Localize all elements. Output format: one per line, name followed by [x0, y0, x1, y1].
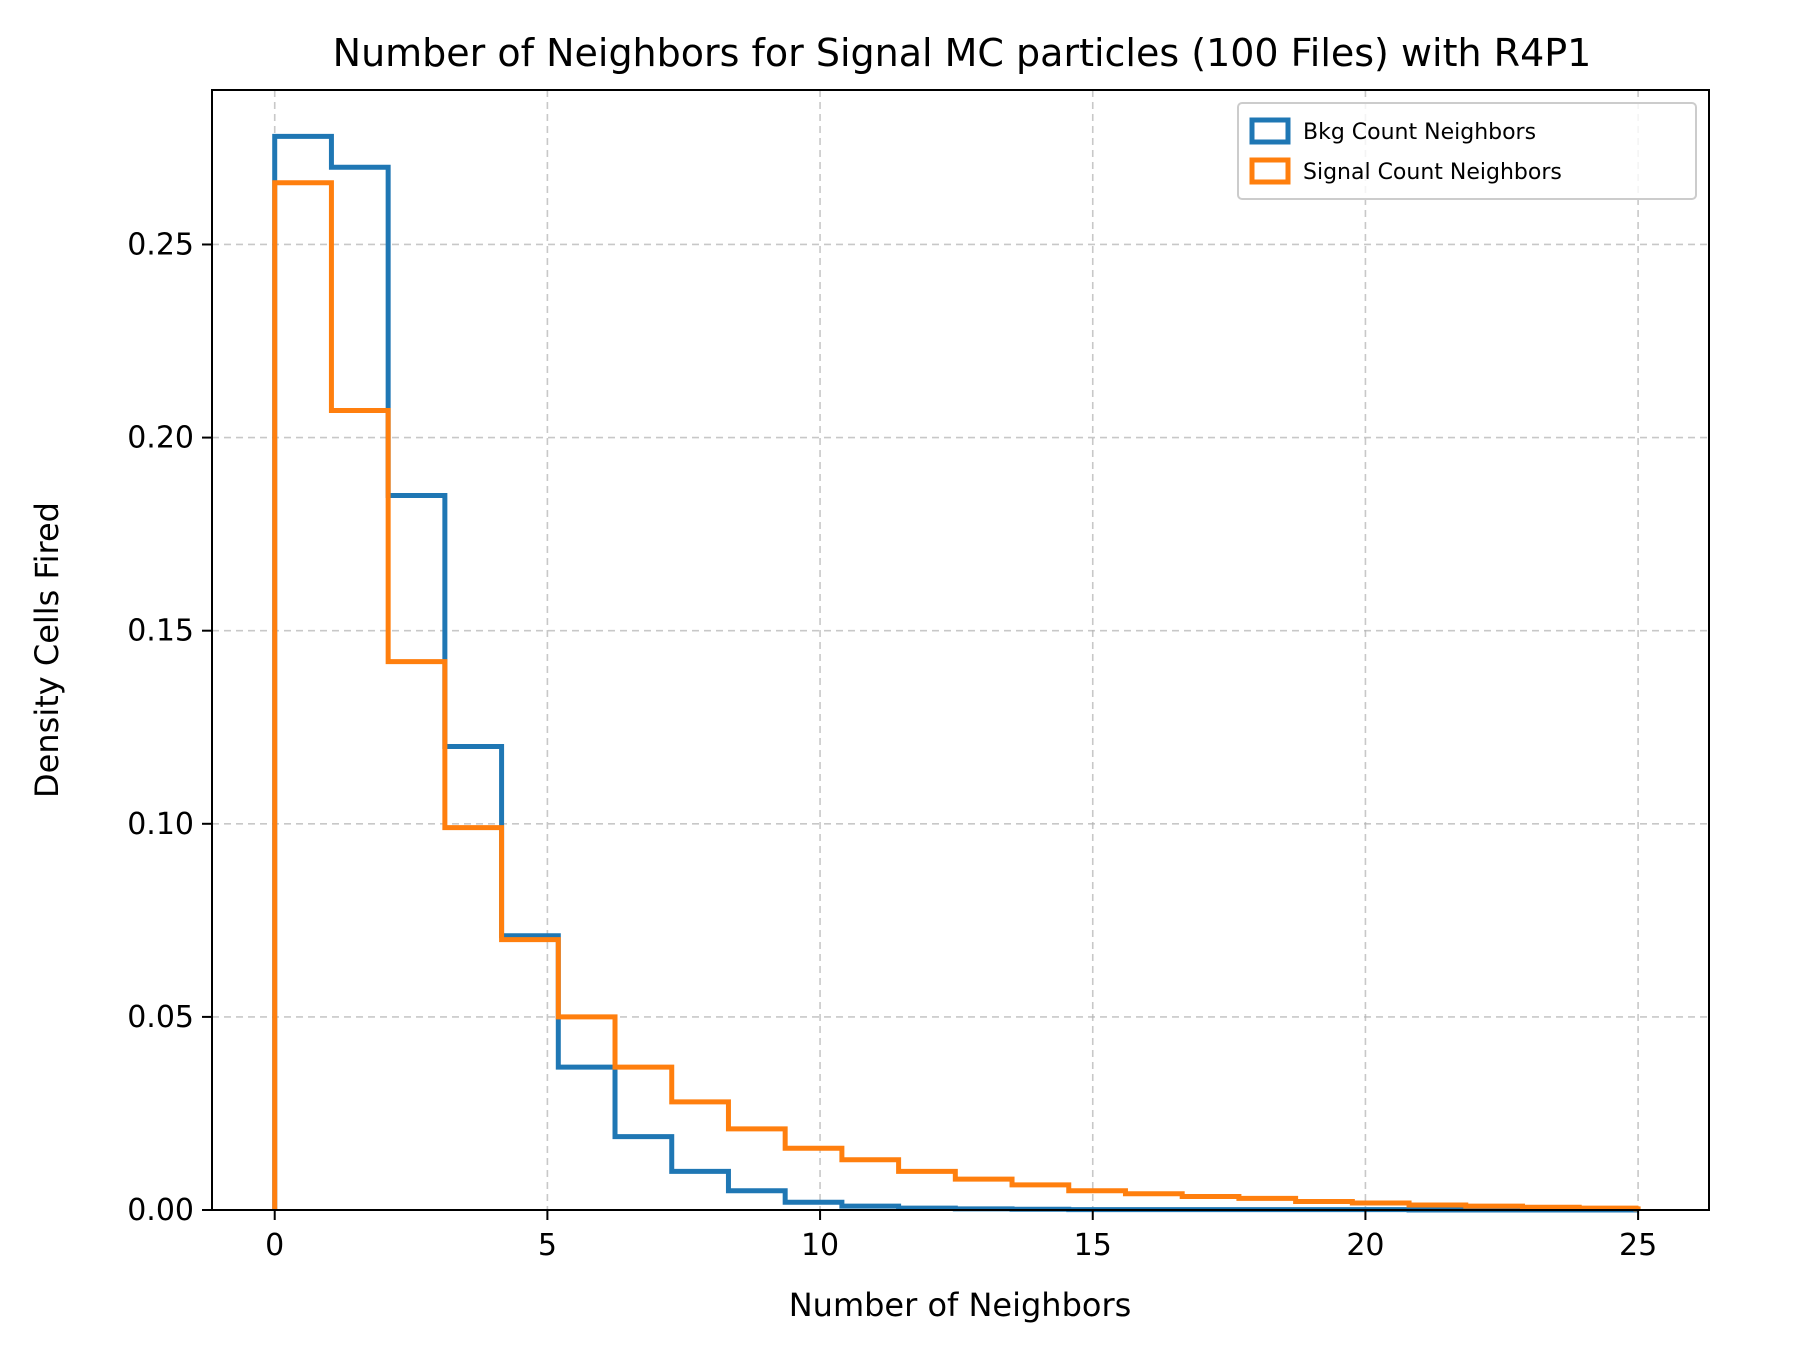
legend-box — [1237, 102, 1697, 200]
x-axis-label: Number of Neighbors — [789, 1286, 1132, 1324]
plot-frame — [211, 89, 1710, 1211]
histogram-step-signal — [272, 180, 1641, 1212]
legend-swatch-bkg — [1249, 117, 1291, 145]
chart-title: Number of Neighbors for Signal MC partic… — [333, 31, 1592, 75]
y-tick-label: 0.25 — [127, 227, 194, 262]
x-tick-label: 15 — [1074, 1228, 1112, 1263]
y-tick-label: 0.20 — [127, 421, 194, 456]
x-tick-label: 0 — [265, 1228, 284, 1263]
x-tick-label: 10 — [801, 1228, 839, 1263]
x-tick-label: 5 — [538, 1228, 557, 1263]
y-axis-label: Density Cells Fired — [28, 502, 66, 798]
y-tick-label: 0.15 — [127, 614, 194, 649]
legend-label-signal: Signal Count Neighbors — [1303, 160, 1562, 185]
plot-background — [212, 90, 1709, 1210]
legend-label-bkg: Bkg Count Neighbors — [1303, 120, 1536, 145]
ticks: 0 5 10 15 20 25 0.00 0.05 0.10 0.15 0.20 0.25 — [127, 227, 1657, 1263]
legend-swatch-signal — [1249, 157, 1291, 185]
x-tick-label: 25 — [1619, 1228, 1657, 1263]
x-tick-label: 20 — [1346, 1228, 1384, 1263]
y-tick-label: 0.10 — [127, 807, 194, 842]
y-tick-label: 0.00 — [127, 1193, 194, 1228]
legend: Bkg Count Neighbors Signal Count Neighbo… — [1237, 102, 1697, 200]
y-tick-label: 0.05 — [127, 1000, 194, 1035]
